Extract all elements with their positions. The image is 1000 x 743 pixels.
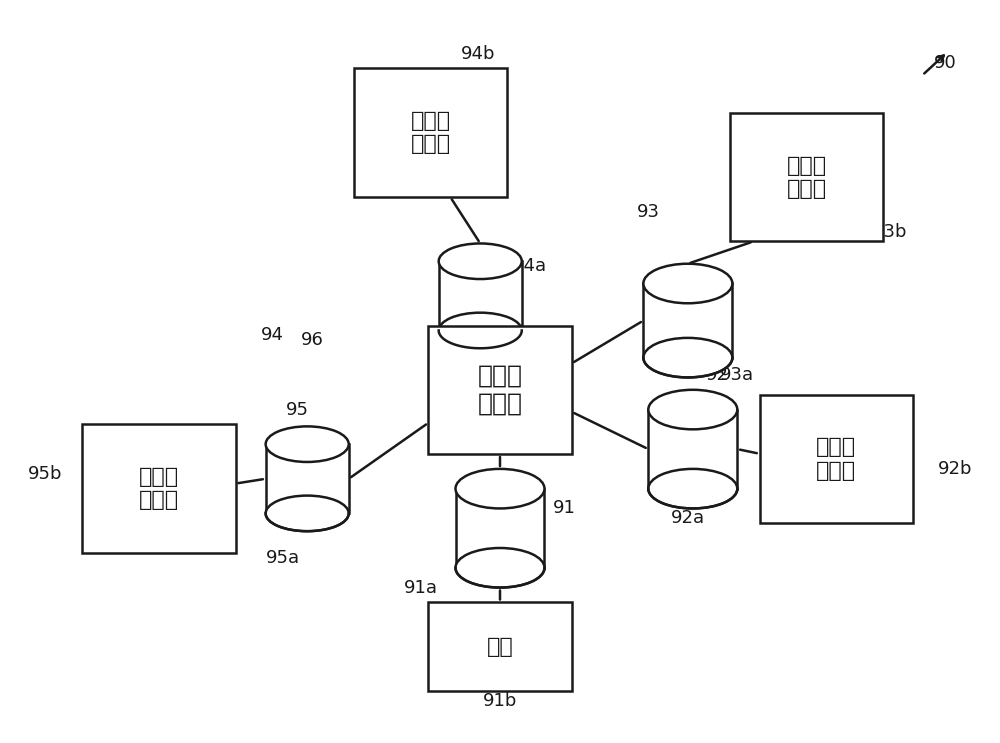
Ellipse shape	[643, 338, 732, 377]
Polygon shape	[266, 444, 349, 513]
Ellipse shape	[456, 548, 544, 588]
Text: 94a: 94a	[513, 257, 547, 275]
Ellipse shape	[648, 469, 737, 508]
Bar	[428, 603, 572, 692]
Polygon shape	[643, 284, 732, 357]
Text: 91: 91	[553, 499, 576, 517]
Text: 93b: 93b	[873, 223, 908, 241]
Text: 91a: 91a	[404, 579, 438, 597]
Text: 95b: 95b	[28, 465, 62, 483]
Text: 92b: 92b	[938, 460, 972, 478]
Text: 92: 92	[706, 366, 729, 384]
Ellipse shape	[439, 244, 522, 279]
Text: 95a: 95a	[265, 549, 300, 567]
Text: 近场通
信模块: 近场通 信模块	[139, 467, 179, 510]
Bar	[730, 113, 883, 241]
Text: 95: 95	[286, 400, 309, 418]
Bar	[354, 68, 507, 197]
Text: 无线网
络模块: 无线网 络模块	[786, 155, 827, 199]
Text: 91b: 91b	[483, 692, 517, 710]
Text: 94b: 94b	[461, 45, 495, 62]
Text: 92a: 92a	[671, 510, 705, 528]
Polygon shape	[439, 262, 522, 331]
Ellipse shape	[266, 496, 349, 531]
Bar	[428, 325, 572, 454]
Text: 96: 96	[301, 331, 324, 349]
Text: 90: 90	[934, 54, 956, 73]
Bar	[82, 424, 236, 553]
Bar	[760, 395, 913, 523]
Text: 卫星定
位模块: 卫星定 位模块	[411, 111, 451, 155]
Ellipse shape	[266, 426, 349, 462]
Polygon shape	[648, 409, 737, 489]
Text: 93a: 93a	[720, 366, 754, 384]
Text: 电源管
理模块: 电源管 理模块	[478, 364, 522, 415]
Ellipse shape	[648, 390, 737, 429]
Text: 电源: 电源	[487, 637, 513, 657]
Polygon shape	[456, 489, 544, 568]
Ellipse shape	[439, 313, 522, 348]
Text: 94: 94	[261, 326, 284, 345]
Text: 局域网
络模块: 局域网 络模块	[816, 438, 856, 481]
Ellipse shape	[643, 264, 732, 303]
Ellipse shape	[456, 469, 544, 508]
Text: 93: 93	[637, 203, 660, 221]
